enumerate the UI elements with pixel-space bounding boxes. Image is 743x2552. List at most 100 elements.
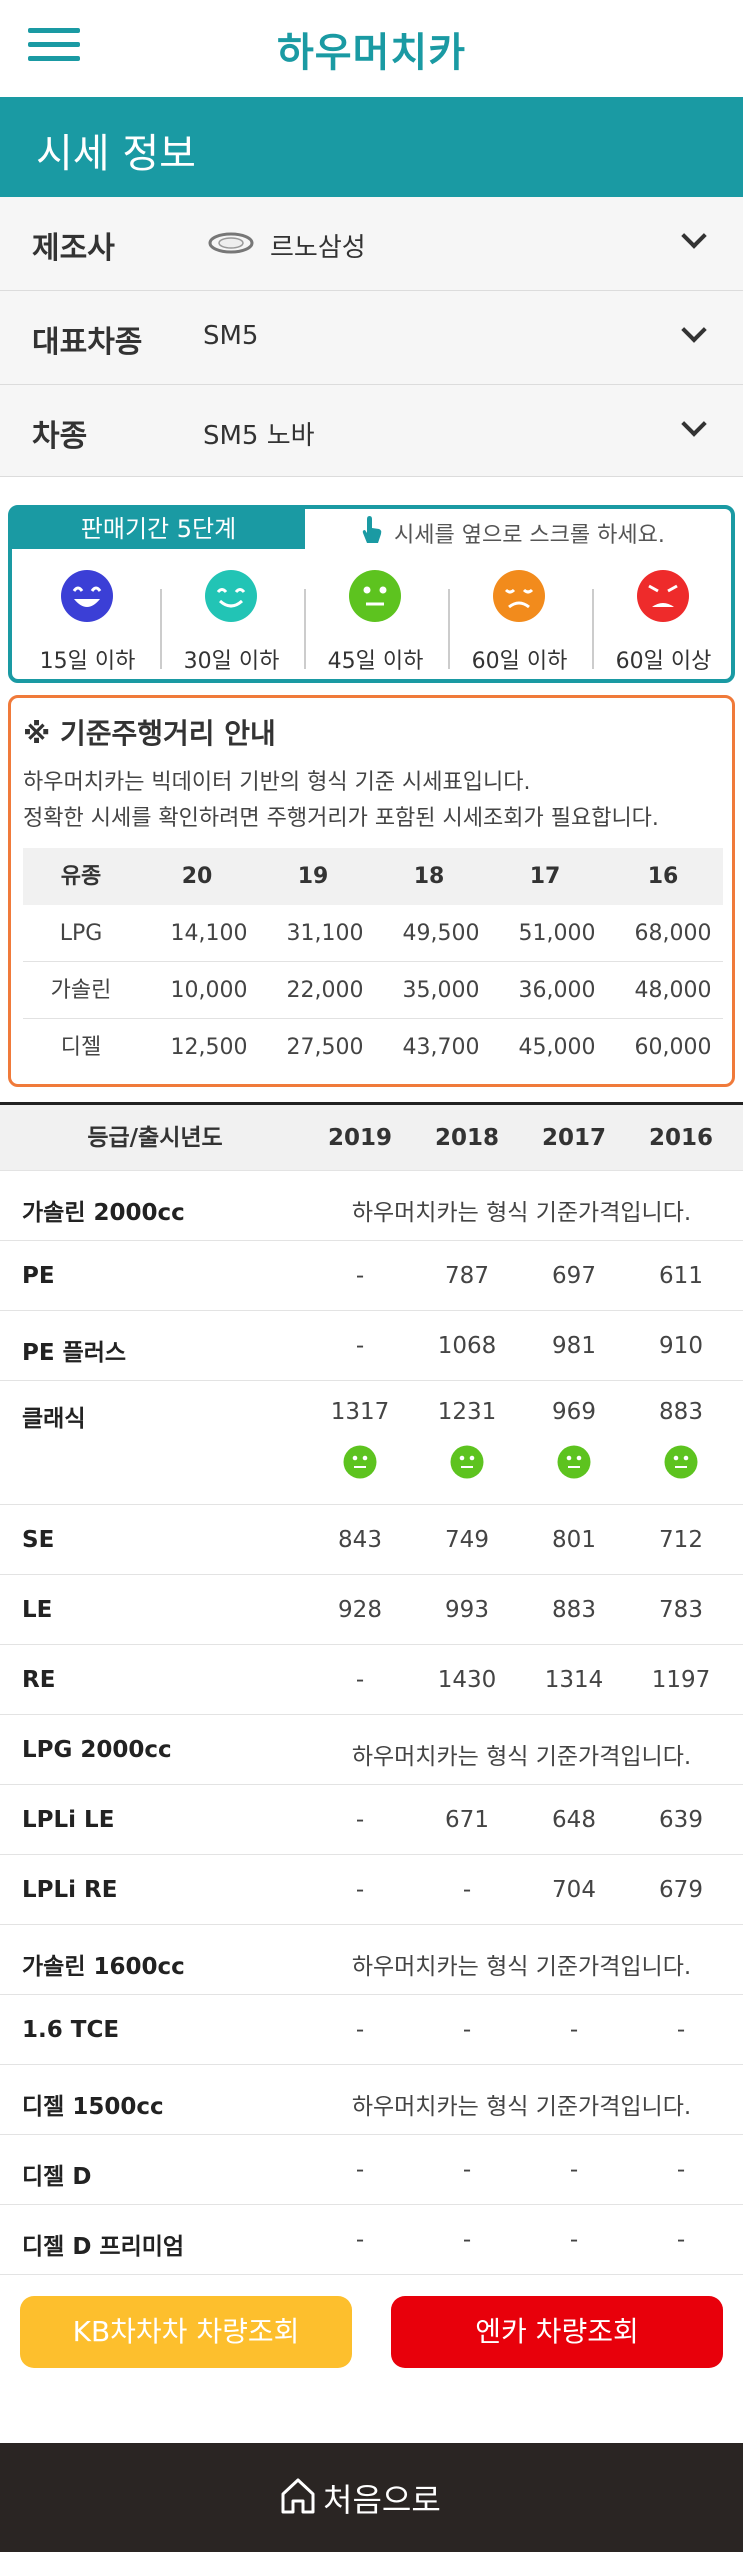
price-cell: 1430 bbox=[437, 1667, 497, 1693]
header-cell: 18 bbox=[413, 864, 445, 889]
grade-name: LPLi RE bbox=[22, 1877, 118, 1903]
scroll-hint: 시세를 옆으로 스크롤 하세요. bbox=[394, 523, 665, 548]
price-cell: - bbox=[355, 2157, 365, 2183]
trim-label: 차종 bbox=[32, 419, 88, 454]
price-cell: 697 bbox=[552, 1263, 596, 1289]
price-row: 디젤 D 프리미엄 - - - - bbox=[0, 2205, 743, 2275]
engine-group-name: 가솔린 2000cc bbox=[22, 1200, 185, 1226]
price-cell: 981 bbox=[552, 1333, 596, 1359]
engine-group-name: 가솔린 1600cc bbox=[22, 1954, 185, 1980]
divider bbox=[160, 589, 162, 669]
price-cell: - bbox=[462, 2017, 472, 2043]
mileage-table: 유종 20 19 18 17 16 LPG 14,100 31,100 49,5… bbox=[23, 848, 723, 1076]
mileage-title: ※ 기준주행거리 안내 bbox=[23, 717, 276, 750]
kb-chachacha-lookup-button[interactable]: KB차차차 차량조회 bbox=[20, 2296, 352, 2368]
header-cell: 유종 bbox=[60, 864, 102, 889]
grade-name: 클래식 bbox=[22, 1406, 86, 1432]
footer-bar[interactable]: 처음으로 bbox=[0, 2443, 743, 2552]
price-row: LE 928 993 883 783 bbox=[0, 1575, 743, 1645]
model-select[interactable]: 대표차종 SM5 bbox=[0, 291, 743, 385]
app-header: 하우머치카 bbox=[0, 0, 743, 97]
price-cell: - bbox=[355, 1877, 365, 1903]
mileage-cell: 43,700 bbox=[402, 1035, 480, 1060]
model-value: SM5 bbox=[203, 321, 259, 351]
mileage-cell: 36,000 bbox=[518, 978, 596, 1003]
price-cell: 1197 bbox=[651, 1667, 711, 1693]
price-cell: 787 bbox=[445, 1263, 489, 1289]
level-45-days: 45일 이하 bbox=[304, 569, 447, 679]
level-over-60-days: 60일 이상 bbox=[592, 569, 735, 679]
grade-name: RE bbox=[22, 1667, 56, 1693]
price-note: 하우머치카는 형식 기준가격입니다. bbox=[351, 2094, 692, 2120]
mileage-cell: 60,000 bbox=[634, 1035, 712, 1060]
happy-face-icon bbox=[205, 570, 257, 622]
neutral-face-icon bbox=[557, 1445, 591, 1479]
price-cell: - bbox=[355, 2227, 365, 2253]
mileage-cell: 12,500 bbox=[170, 1035, 248, 1060]
manufacturer-select[interactable]: 제조사 르노삼성 bbox=[0, 197, 743, 291]
level-30-days: 30일 이하 bbox=[160, 569, 303, 679]
price-cell: 783 bbox=[659, 1597, 703, 1623]
price-cell: 679 bbox=[659, 1877, 703, 1903]
encar-lookup-button[interactable]: 엔카 차량조회 bbox=[391, 2296, 723, 2368]
manufacturer-label: 제조사 bbox=[32, 231, 115, 266]
header-cell: 19 bbox=[297, 864, 329, 889]
trim-select[interactable]: 차종 SM5 노바 bbox=[0, 385, 743, 477]
home-link[interactable]: 처음으로 bbox=[323, 2481, 441, 2519]
price-note: 하우머치카는 형식 기준가격입니다. bbox=[351, 1954, 692, 1980]
price-cell: - bbox=[676, 2157, 686, 2183]
grade-name: 디젤 D 프리미엄 bbox=[22, 2234, 185, 2260]
mileage-cell: 10,000 bbox=[170, 978, 248, 1003]
divider bbox=[592, 589, 594, 669]
price-cell: - bbox=[355, 1667, 365, 1693]
price-cell: - bbox=[569, 2157, 579, 2183]
price-cell: - bbox=[462, 2227, 472, 2253]
page-title-bar: 시세 정보 bbox=[0, 97, 743, 197]
price-cell: 1231 bbox=[437, 1399, 497, 1425]
table-row: 가솔린 10,000 22,000 35,000 36,000 48,000 bbox=[23, 962, 723, 1019]
price-cell: 1068 bbox=[437, 1333, 497, 1359]
price-cell: 712 bbox=[659, 1527, 703, 1553]
price-cell: - bbox=[355, 1807, 365, 1833]
sales-period-panel: 판매기간 5단계 시세를 옆으로 스크롤 하세요. 15일 이하 30일 이하 bbox=[8, 505, 735, 683]
table-row: 디젤 12,500 27,500 43,700 45,000 60,000 bbox=[23, 1019, 723, 1076]
price-cell: - bbox=[355, 1333, 365, 1359]
price-row: PE 플러스 - 1068 981 910 bbox=[0, 1311, 743, 1381]
header-cell: 20 bbox=[181, 864, 213, 889]
fuel-cell: 디젤 bbox=[60, 1035, 102, 1060]
price-row: RE - 1430 1314 1197 bbox=[0, 1645, 743, 1715]
level-label: 60일 이하 bbox=[471, 649, 568, 674]
grade-name: PE bbox=[22, 1263, 55, 1289]
neutral-face-icon bbox=[349, 570, 401, 622]
mileage-cell: 31,100 bbox=[286, 921, 364, 946]
mileage-cell: 45,000 bbox=[518, 1035, 596, 1060]
app-logo[interactable]: 하우머치카 bbox=[277, 30, 466, 76]
price-cell: - bbox=[462, 1877, 472, 1903]
price-cell: - bbox=[462, 2157, 472, 2183]
level-label: 45일 이하 bbox=[327, 649, 424, 674]
price-row: SE 843 749 801 712 bbox=[0, 1505, 743, 1575]
mileage-cell: 51,000 bbox=[518, 921, 596, 946]
price-cell: 928 bbox=[338, 1597, 382, 1623]
renault-samsung-logo-icon bbox=[208, 232, 254, 254]
price-group-row: 가솔린 1600cc 하우머치카는 형식 기준가격입니다. bbox=[0, 1925, 743, 1995]
price-cell: 749 bbox=[445, 1527, 489, 1553]
price-note: 하우머치카는 형식 기준가격입니다. bbox=[351, 1200, 692, 1226]
fuel-cell: LPG bbox=[59, 921, 103, 946]
grade-name: LPLi LE bbox=[22, 1807, 115, 1833]
sales-period-levels: 15일 이하 30일 이하 45일 이하 bbox=[12, 569, 731, 679]
price-row: LPLi RE - - 704 679 bbox=[0, 1855, 743, 1925]
price-row: 클래식 1317 1231 969 883 bbox=[0, 1381, 743, 1505]
hamburger-menu-icon[interactable] bbox=[28, 28, 80, 62]
swipe-hand-icon bbox=[362, 516, 382, 543]
price-cell: 801 bbox=[552, 1527, 596, 1553]
trim-value: SM5 노바 bbox=[203, 421, 315, 451]
manufacturer-value: 르노삼성 bbox=[270, 233, 366, 263]
price-cell: - bbox=[569, 2227, 579, 2253]
price-cell: - bbox=[676, 2017, 686, 2043]
header-year: 2016 bbox=[648, 1125, 713, 1151]
price-cell: 1317 bbox=[330, 1399, 390, 1425]
price-cell: 671 bbox=[445, 1807, 489, 1833]
table-row: LPG 14,100 31,100 49,500 51,000 68,000 bbox=[23, 905, 723, 962]
price-cell: 969 bbox=[552, 1399, 596, 1425]
